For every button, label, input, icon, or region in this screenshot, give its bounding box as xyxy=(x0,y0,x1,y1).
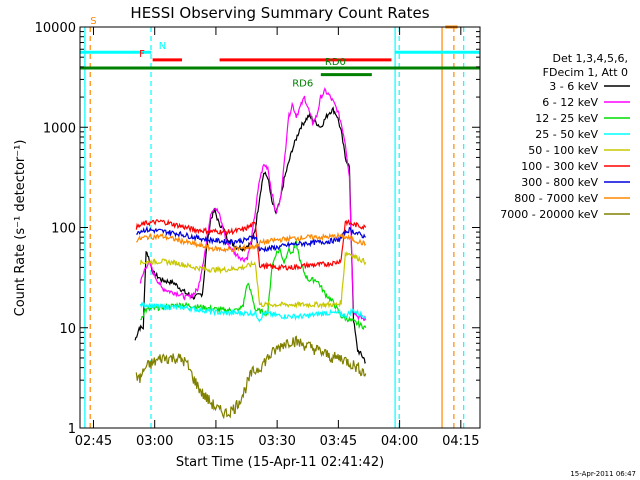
series-line-7000-20000-kevkev xyxy=(135,335,367,420)
series-line-50-100-kevkev xyxy=(139,251,367,310)
y-tick-label-0: 1 xyxy=(68,422,76,437)
legend-label-8: 7000 - 20000 keV xyxy=(500,208,598,221)
series-layer xyxy=(134,87,367,420)
segment-bar-label-s: S xyxy=(90,16,96,27)
axis-layer: 1 10 100 1000 10000 02:45 03:00 03:15 03:30 03:45… xyxy=(35,21,480,449)
y-tick-label-1: 10 xyxy=(59,322,76,337)
x-axis-label: Start Time (15-Apr-11 02:41:42) xyxy=(176,455,384,470)
chart-title: HESSI Observing Summary Count Rates xyxy=(130,4,429,22)
legend-label-0: 3 - 6 keV xyxy=(549,80,598,93)
legend-label-2: 12 - 25 keV xyxy=(535,112,598,125)
legend-label-6: 300 - 800 keV xyxy=(521,176,598,189)
legend-label-4: 50 - 100 keV xyxy=(528,144,598,157)
series-line-100-300-kevkev xyxy=(135,218,367,272)
segment-bar-label-rd0: RD0 xyxy=(325,57,346,68)
vertical-marker-layer xyxy=(84,27,465,428)
x-tick-label-3: 03:30 xyxy=(258,434,295,449)
plot-frame xyxy=(79,26,481,429)
legend-header-0: Det 1,3,4,5,6, xyxy=(552,52,628,65)
y-tick-label-4: 10000 xyxy=(35,21,76,36)
series-line-25-50-kevkev xyxy=(139,302,367,323)
segment-bar-label-n: N xyxy=(159,41,166,52)
x-tick-label-5: 04:00 xyxy=(381,434,418,449)
series-line-300-800-kevkev xyxy=(136,225,366,253)
x-tick-label-0: 02:45 xyxy=(75,434,112,449)
x-tick-label-1: 03:00 xyxy=(136,434,173,449)
y-axis-label: Count Rate (s⁻¹ detector⁻¹) xyxy=(13,140,28,317)
legend: Det 1,3,4,5,6,FDecim 1, Att 03 - 6 keV 6 … xyxy=(500,52,630,221)
x-tick-label-4: 03:45 xyxy=(320,434,357,449)
series-line-6-12-kevkev xyxy=(139,87,367,322)
legend-label-5: 100 - 300 keV xyxy=(521,160,598,173)
segment-bar-layer: S N F RD0 RD6 xyxy=(80,16,480,90)
segment-bar-label-rd6: RD6 xyxy=(292,79,313,90)
series-line-3-6-kevkev xyxy=(134,106,366,364)
legend-label-1: 6 - 12 keV xyxy=(542,96,598,109)
segment-bar-label-f: F xyxy=(139,49,145,60)
y-tick-label-3: 1000 xyxy=(43,121,76,136)
plot-timestamp: 15-Apr-2011 06:47 xyxy=(570,470,636,478)
y-tick-label-2: 100 xyxy=(51,222,76,237)
legend-label-3: 25 - 50 keV xyxy=(535,128,598,141)
series-line-12-25-kevkev xyxy=(140,238,367,331)
legend-header-1: FDecim 1, Att 0 xyxy=(543,66,628,79)
x-tick-label-6: 04:15 xyxy=(442,434,479,449)
x-tick-label-2: 03:15 xyxy=(197,434,234,449)
legend-label-7: 800 - 7000 keV xyxy=(514,192,598,205)
series-line-800-7000-kevkev xyxy=(135,231,367,254)
